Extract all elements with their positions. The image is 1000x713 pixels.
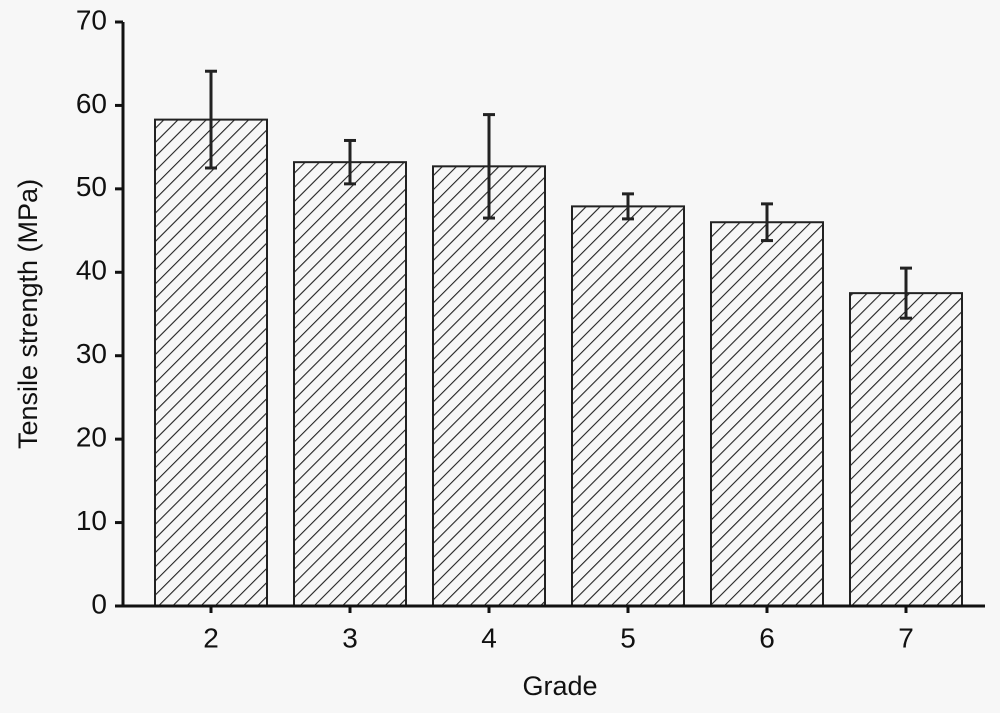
bar xyxy=(293,161,407,607)
y-tick-label: 30 xyxy=(76,338,107,369)
y-tick-label: 0 xyxy=(91,588,107,619)
x-tick-label: 7 xyxy=(898,622,914,653)
y-axis-title: Tensile strength (MPa) xyxy=(13,179,43,449)
x-tick-label: 5 xyxy=(620,622,636,653)
error-bar xyxy=(761,202,773,243)
error-bar xyxy=(483,113,495,220)
y-tick-label: 40 xyxy=(76,255,107,286)
bar xyxy=(432,165,546,607)
bar xyxy=(849,292,963,607)
x-tick-label: 3 xyxy=(342,622,358,653)
y-tick-label: 50 xyxy=(76,171,107,202)
bar xyxy=(154,118,268,608)
bar xyxy=(710,221,824,607)
error-bar xyxy=(344,138,356,186)
x-axis-title: Grade xyxy=(522,671,597,701)
error-bar xyxy=(622,192,634,221)
y-tick-label: 20 xyxy=(76,422,107,453)
y-tick-label: 60 xyxy=(76,88,107,119)
x-tick-label: 6 xyxy=(759,622,775,653)
x-tick-label: 2 xyxy=(203,622,219,653)
bar xyxy=(571,205,685,607)
x-tick-label: 4 xyxy=(481,622,497,653)
error-bar xyxy=(205,69,217,170)
y-tick-label: 10 xyxy=(76,505,107,536)
error-bar xyxy=(900,266,912,320)
y-tick-label: 70 xyxy=(76,4,107,35)
